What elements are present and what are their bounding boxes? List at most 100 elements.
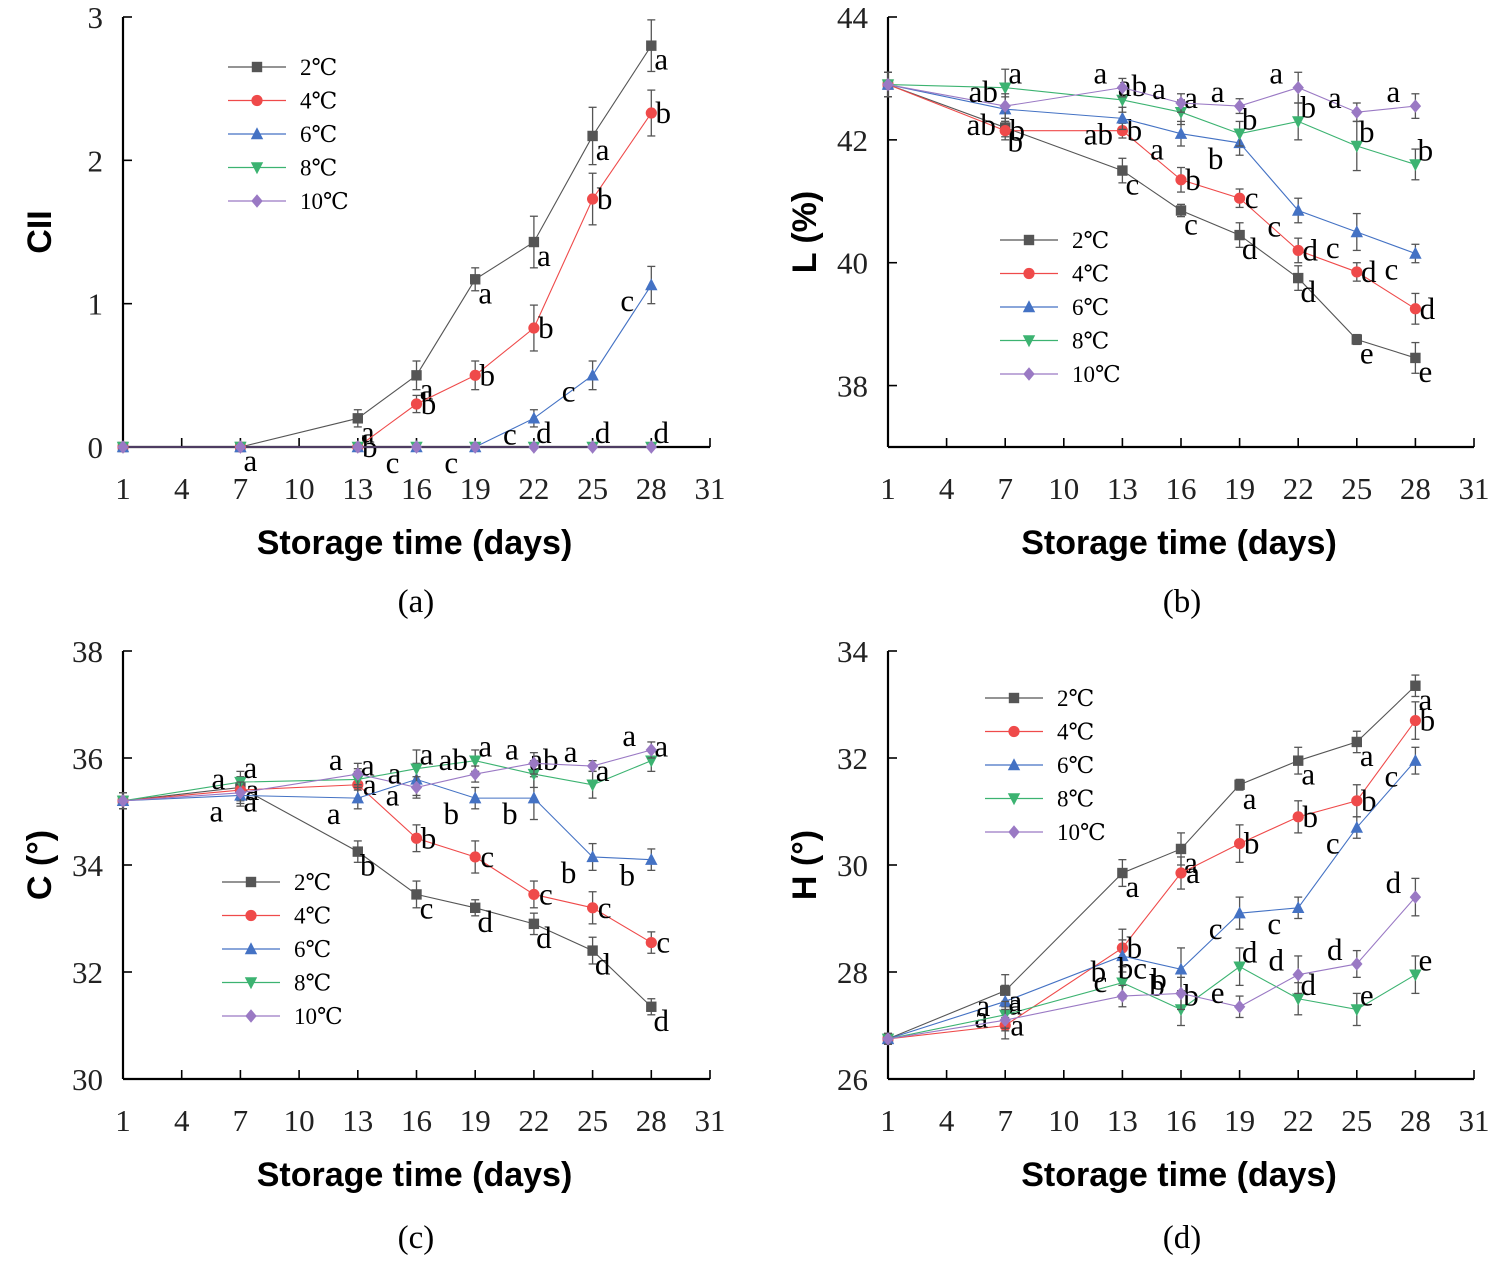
significance-letter: ab [439,742,468,777]
data-point [999,99,1011,113]
legend-label: 8℃ [294,971,331,996]
significance-letter: c [1267,209,1281,244]
significance-letter: d [1327,932,1343,967]
data-point [1409,99,1422,113]
x-tick-label: 13 [1107,471,1138,506]
y-tick-label: 0 [88,430,104,465]
data-point [1409,159,1422,172]
series-line [122,749,652,802]
legend-label: 4℃ [300,89,337,114]
significance-letter: a [622,718,636,753]
data-point [1351,266,1363,278]
significance-letter: a [1150,132,1164,167]
significance-letter: ab [967,107,996,142]
x-tick-label: 22 [518,1103,549,1138]
series-line [887,760,1416,1040]
y-tick-label: 32 [837,741,868,776]
panel-label: (d) [1163,1220,1201,1256]
legend: 2℃ 4℃ 6℃ 8℃ 10℃ [1000,228,1121,387]
x-tick-label: 7 [233,1103,249,1138]
data-point [1350,1004,1363,1017]
series-line [887,720,1416,1040]
data-point [352,767,364,781]
data-point [646,40,657,51]
significance-letter: a [1301,757,1315,792]
legend-label: 10℃ [1072,362,1121,387]
y-tick-label: 3 [88,0,104,35]
x-tick-label: 1 [880,1103,896,1138]
legend-marker [244,942,258,955]
significance-letter: b [656,95,672,130]
x-tick-label: 28 [1400,1103,1431,1138]
x-tick-label: 10 [1048,471,1079,506]
x-tick-label: 22 [1283,471,1314,506]
significance-letter: c [444,445,458,480]
legend-marker [251,61,263,73]
significance-letter: d [536,415,552,450]
significance-letter: b [1244,826,1260,861]
x-tick-label: 22 [518,471,549,506]
data-point [1234,192,1246,204]
legend-label: 4℃ [1057,720,1094,745]
significance-letter: d [1300,274,1316,309]
series-line [887,84,1416,310]
series-10C: aa a ab a a a [117,718,657,810]
significance-letter: a [210,793,224,828]
data-point [1234,229,1245,241]
x-tick-label: 10 [284,471,315,506]
data-point [1116,94,1129,107]
data-point [586,779,599,792]
data-point [645,743,657,757]
data-point [1292,116,1305,129]
legend-label: 6℃ [1057,753,1094,778]
significance-letter: b [1127,930,1143,965]
x-tick-label: 13 [1107,1103,1138,1138]
legend-label: 10℃ [294,1004,343,1029]
significance-letter: a [654,729,668,764]
significance-letter: b [1208,141,1224,176]
data-point [882,77,894,92]
data-point [999,82,1012,95]
data-point [352,440,364,454]
significance-letter: c [1385,759,1399,794]
data-point [587,902,599,914]
significance-letter: d [1268,943,1284,978]
significance-letter: a [478,729,492,764]
significance-letter: c [656,925,670,960]
significance-letter: b [1151,961,1167,996]
data-point [469,755,482,768]
legend-marker [251,94,263,107]
legend-marker [1007,793,1021,806]
data-point [999,1013,1011,1027]
data-point [1351,795,1363,807]
significance-letter: a [596,132,610,167]
significance-letter: b [1361,783,1377,818]
x-tick-label: 19 [460,1103,491,1138]
data-point [645,936,657,949]
significance-letter: d [595,415,611,450]
series-line [122,778,652,861]
data-point [1175,843,1187,855]
series-10C [117,440,657,454]
series-line [123,45,652,448]
series-10C: ac b ed dd [882,865,1422,1046]
data-point [351,791,364,804]
significance-letter: a [1360,738,1374,773]
y-tick-label: 34 [837,634,869,669]
data-point [527,411,541,424]
x-tick-label: 7 [997,1103,1013,1138]
significance-letter: c [1209,911,1223,946]
significance-letter: b [1007,124,1023,159]
significance-letter: a [1008,983,1022,1018]
y-axis-title: L (%) [786,191,824,273]
y-tick-label: 1 [88,287,104,322]
data-point [117,440,129,454]
legend-label: 4℃ [1072,262,1109,287]
significance-letter: e [1360,336,1374,371]
significance-letter: c [1126,167,1140,202]
data-point [1116,80,1129,95]
data-point [1409,246,1422,259]
significance-letter: c [1385,252,1399,287]
data-point [410,763,423,776]
